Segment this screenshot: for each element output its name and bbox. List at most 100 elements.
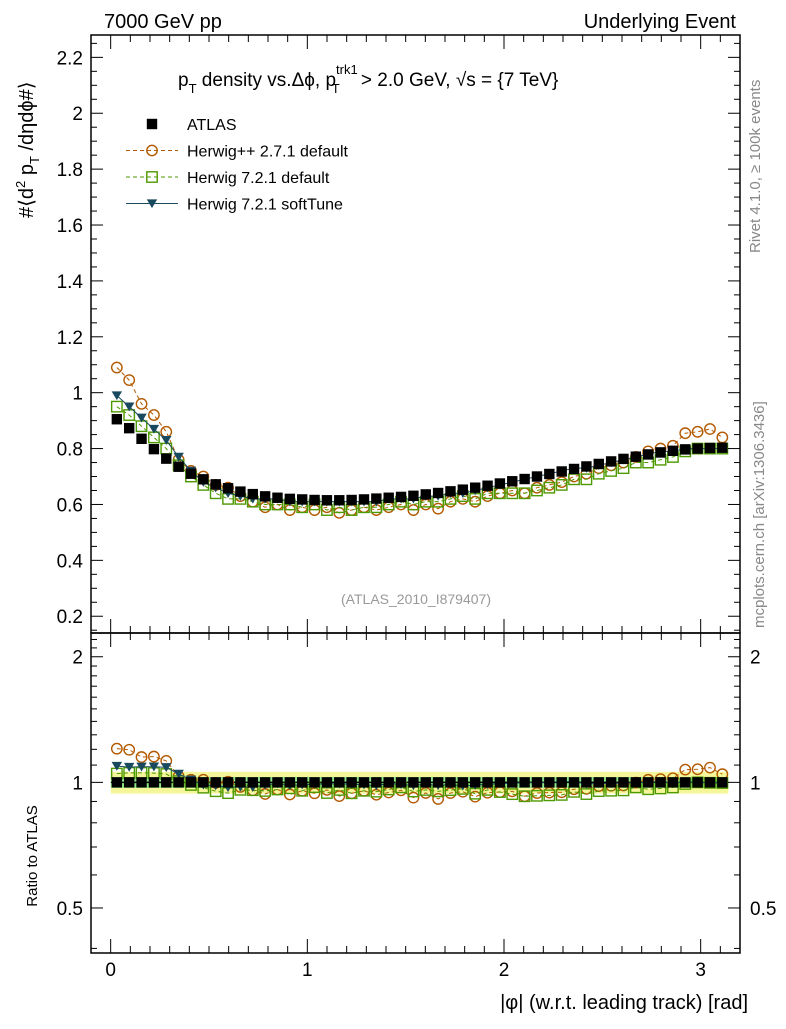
ratio-point xyxy=(259,777,271,788)
y-tick-label: 2.2 xyxy=(57,48,83,69)
series-3 xyxy=(111,391,728,507)
ratio-point xyxy=(445,777,456,788)
data-point xyxy=(148,424,160,434)
data-point xyxy=(297,494,308,505)
ratio-point xyxy=(531,789,543,802)
header-right: Underlying Event xyxy=(584,11,737,33)
ratio-point xyxy=(309,777,320,788)
x-tick-label: 2 xyxy=(499,960,510,981)
data-point xyxy=(358,494,370,505)
ratio-point xyxy=(346,777,357,788)
data-point xyxy=(334,495,345,506)
ratio-point xyxy=(136,762,147,772)
data-point xyxy=(309,494,320,506)
ratio-point xyxy=(407,791,420,804)
ratio-tick-label: 2 xyxy=(72,648,83,669)
ratio-point xyxy=(593,777,604,788)
ratio-point xyxy=(469,777,481,788)
ratio-point xyxy=(618,777,629,788)
ratio-point xyxy=(679,763,692,776)
ratio-point xyxy=(717,777,728,788)
ratio-point xyxy=(148,777,160,788)
x-tick-label: 1 xyxy=(302,960,313,981)
ratio-point xyxy=(136,777,147,788)
ratio-point xyxy=(123,743,136,756)
ratio-point xyxy=(161,777,172,788)
ratio-y-axis-label: Ratio to ATLAS xyxy=(24,805,41,906)
data-point xyxy=(717,442,728,453)
ratio-point xyxy=(531,777,543,788)
ratio-tick-label-right: 2 xyxy=(750,648,761,669)
ratio-point xyxy=(222,777,234,788)
series-1 xyxy=(110,361,729,519)
data-point xyxy=(185,468,197,479)
ratio-point xyxy=(148,762,160,772)
data-point xyxy=(432,502,445,515)
data-point xyxy=(173,452,184,462)
legend-marker xyxy=(146,144,158,157)
ratio-point xyxy=(519,777,530,788)
ratio-point xyxy=(581,777,592,788)
data-point xyxy=(507,476,518,487)
ratio-point xyxy=(420,777,431,788)
data-point xyxy=(284,493,296,505)
ratio-point xyxy=(518,790,531,803)
data-point xyxy=(136,433,147,444)
ratio-point xyxy=(333,790,346,803)
data-point xyxy=(161,453,172,464)
data-point xyxy=(555,478,568,491)
ratio-point xyxy=(123,777,135,788)
ratio-point xyxy=(680,777,691,788)
ratio-point xyxy=(235,777,246,788)
ratio-point xyxy=(457,777,469,788)
data-point xyxy=(580,473,593,486)
data-point xyxy=(481,490,494,502)
ratio-point xyxy=(161,763,172,773)
series-line xyxy=(116,367,723,514)
data-point xyxy=(494,478,506,489)
data-point xyxy=(160,425,173,438)
ratio-point xyxy=(395,777,407,788)
ratio-point xyxy=(148,750,160,763)
data-point xyxy=(382,501,395,514)
ratio-point xyxy=(272,777,283,788)
data-point xyxy=(110,361,123,374)
ratio-point xyxy=(482,777,493,788)
y-tick-label: 2 xyxy=(72,104,83,125)
data-point xyxy=(210,479,221,490)
ratio-point xyxy=(655,777,666,788)
data-point xyxy=(630,451,642,462)
legend-marker xyxy=(146,199,158,209)
data-point xyxy=(111,391,123,401)
ratio-point xyxy=(297,777,308,788)
watermark: (ATLAS_2010_I879407) xyxy=(341,591,491,607)
data-point xyxy=(136,413,147,423)
data-point xyxy=(383,492,394,503)
ratio-point xyxy=(123,762,135,772)
ratio-point xyxy=(321,777,333,788)
ratio-point xyxy=(432,793,445,805)
legend: ATLAS Herwig++ 2.7.1 default Herwig 7.2.1 … xyxy=(126,117,349,214)
data-point xyxy=(531,471,543,482)
data-point xyxy=(110,400,123,413)
legend-label: Herwig++ 2.7.1 default xyxy=(187,144,349,161)
data-point xyxy=(420,489,431,500)
ratio-point xyxy=(704,777,716,788)
data-point xyxy=(692,443,703,454)
ratio-point xyxy=(210,777,221,788)
ratio-point xyxy=(605,777,617,788)
legend-marker xyxy=(146,171,158,183)
data-point xyxy=(173,461,184,472)
x-tick-label: 3 xyxy=(695,960,706,981)
ratio-point xyxy=(507,777,518,788)
y-tick-label: 1.2 xyxy=(57,328,83,349)
y-tick-label: 0.4 xyxy=(57,551,84,572)
data-point xyxy=(123,374,136,387)
data-point xyxy=(518,487,531,500)
ratio-point xyxy=(371,777,382,788)
ratio-point xyxy=(135,751,148,763)
y-tick-label: 1.4 xyxy=(57,272,84,293)
chart-title: pT density vs.Δϕ, ptrk1 T > 2.0 GeV, √s =… xyxy=(178,62,558,96)
data-point xyxy=(469,482,481,493)
data-point xyxy=(148,443,160,455)
